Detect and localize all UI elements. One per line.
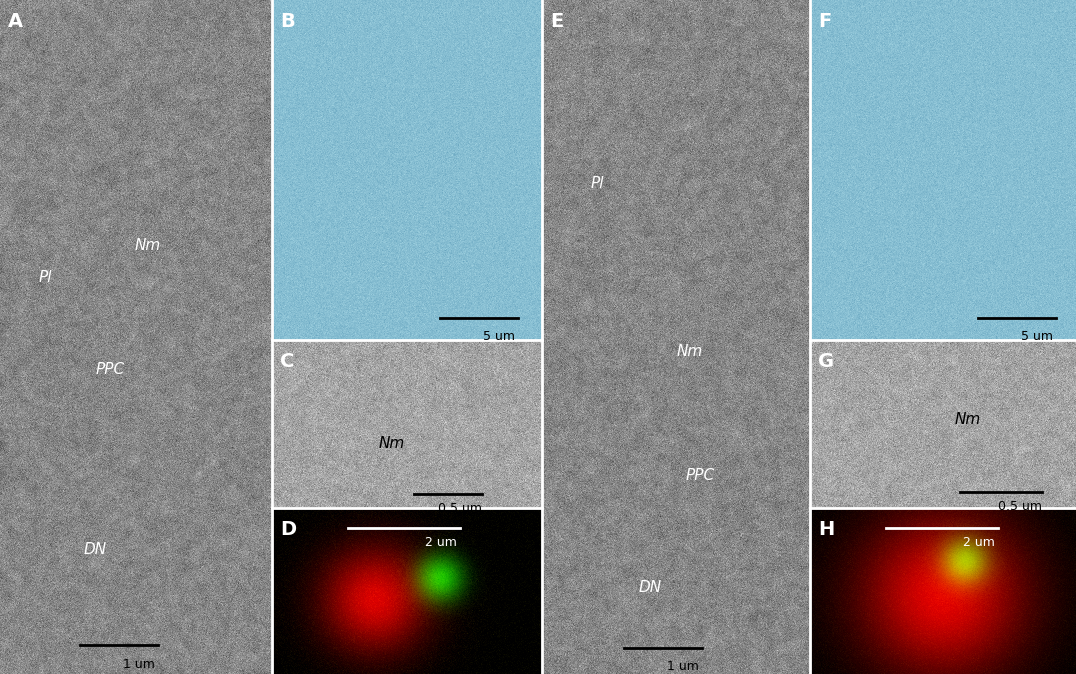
Text: DN: DN [638, 580, 662, 596]
Text: 1 um: 1 um [123, 658, 155, 671]
Text: Nm: Nm [134, 237, 161, 253]
Text: 5 um: 5 um [483, 330, 515, 343]
Text: 1 um: 1 um [667, 660, 699, 673]
Text: 0.5 um: 0.5 um [999, 500, 1042, 513]
Text: E: E [550, 12, 563, 31]
Text: 0.5 um: 0.5 um [438, 502, 482, 515]
Text: B: B [280, 12, 295, 31]
Text: 5 um: 5 um [1021, 330, 1053, 343]
Text: DN: DN [84, 543, 107, 557]
Text: 2 um: 2 um [963, 536, 995, 549]
Text: Nm: Nm [954, 412, 981, 427]
Text: Nm: Nm [379, 437, 406, 452]
Text: Pl: Pl [39, 270, 52, 286]
Text: F: F [818, 12, 832, 31]
Text: H: H [818, 520, 834, 539]
Text: G: G [818, 352, 834, 371]
Text: D: D [280, 520, 296, 539]
Text: Nm: Nm [677, 344, 703, 359]
Text: PPC: PPC [685, 468, 714, 483]
Text: 2 um: 2 um [425, 536, 457, 549]
Text: C: C [280, 352, 295, 371]
Text: A: A [8, 12, 23, 31]
Text: PPC: PPC [96, 363, 125, 377]
Text: Pl: Pl [591, 175, 604, 191]
